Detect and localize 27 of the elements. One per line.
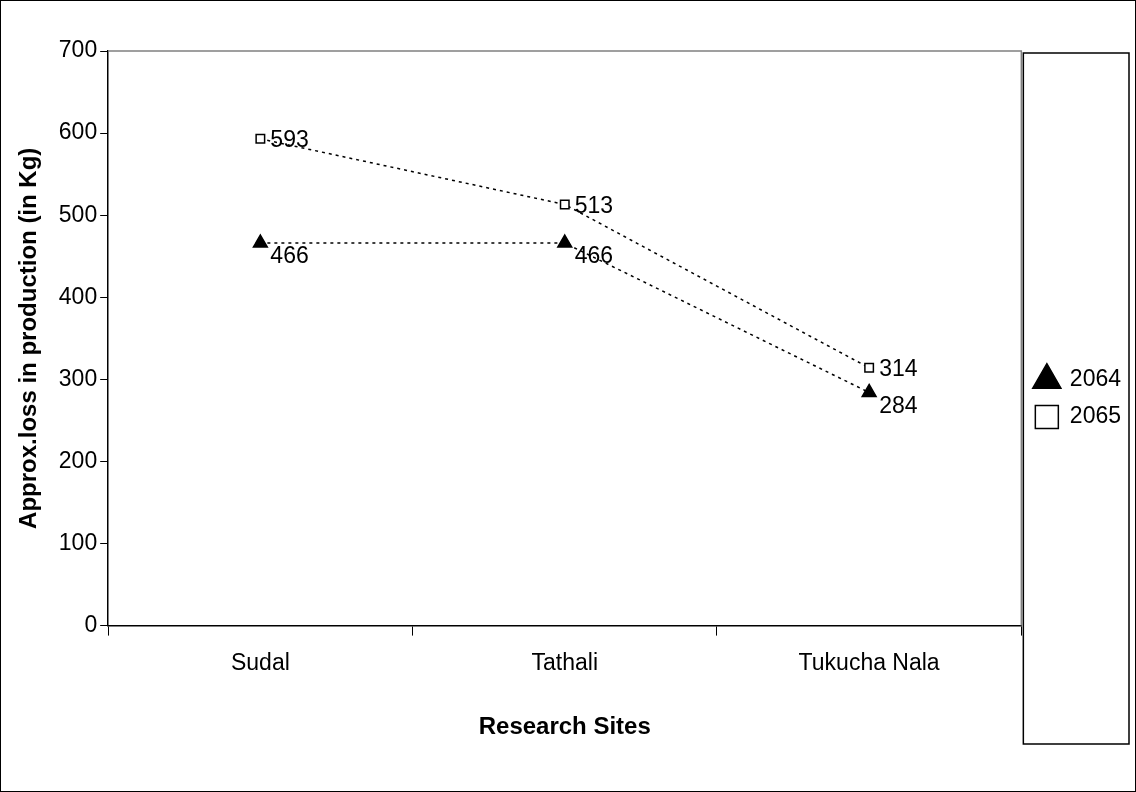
y-tick-label: 400 bbox=[58, 282, 98, 309]
y-tick-label: 600 bbox=[58, 118, 98, 145]
point bbox=[559, 199, 570, 210]
data-label: 513 bbox=[574, 191, 614, 218]
x-tick-label: Tathali bbox=[531, 648, 598, 675]
legend-label: 2064 bbox=[1069, 365, 1122, 392]
point bbox=[252, 234, 269, 248]
y-tick-label: 300 bbox=[58, 364, 98, 391]
data-label: 314 bbox=[879, 355, 918, 382]
data-label: 466 bbox=[574, 242, 614, 269]
y-axis-title: Approx.loss in production (in Kg) bbox=[14, 147, 42, 529]
x-tick-label: Sudal bbox=[230, 648, 290, 675]
point bbox=[861, 383, 877, 398]
legend-label: 2065 bbox=[1069, 402, 1122, 429]
x-tick-label: Tukucha Nala bbox=[798, 648, 940, 675]
y-tick-label: 500 bbox=[58, 200, 98, 227]
y-tick-label: 700 bbox=[58, 36, 98, 63]
y-tick-label: 0 bbox=[84, 610, 98, 637]
x-axis-title: Research Sites bbox=[478, 712, 651, 740]
y-tick-label: 100 bbox=[58, 528, 98, 555]
data-label: 284 bbox=[879, 391, 918, 418]
data-label: 466 bbox=[270, 242, 309, 269]
y-tick-label: 200 bbox=[58, 446, 98, 473]
data-label: 593 bbox=[270, 126, 309, 153]
point bbox=[864, 362, 875, 373]
point bbox=[255, 133, 266, 144]
point bbox=[557, 234, 573, 248]
